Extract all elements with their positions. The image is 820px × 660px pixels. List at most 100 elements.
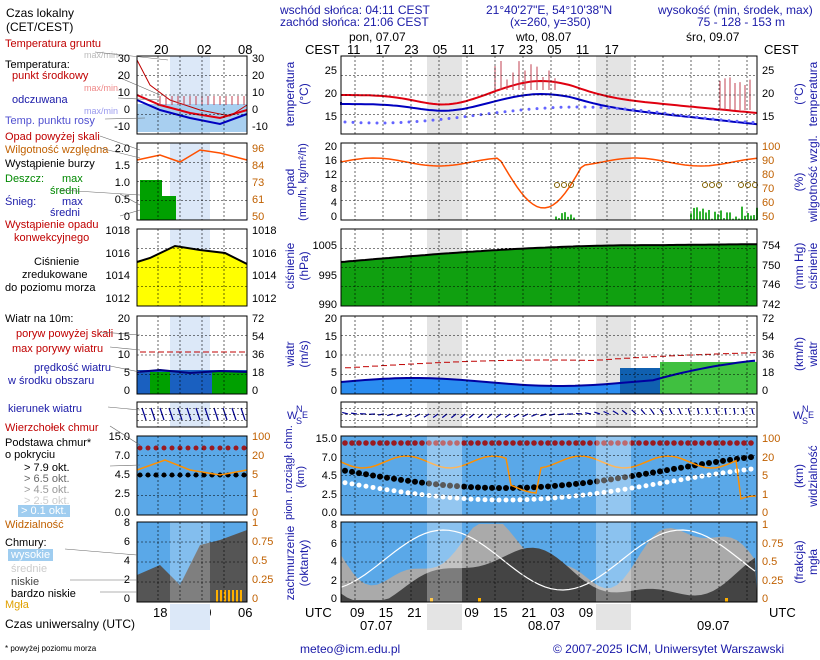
legend-connector <box>108 407 140 410</box>
cloud-axis-unit: (km) <box>295 434 307 520</box>
mini-cloud-base-dot <box>138 473 143 478</box>
mini-fog-tick: 0.75 <box>252 536 273 548</box>
precip-tick: 4 <box>307 197 337 209</box>
cloud-top-dot <box>636 440 642 446</box>
press-mm-axis-label-text: ciśnienie <box>806 226 820 306</box>
hum-tick: 50 <box>762 211 774 223</box>
precip-bar <box>720 210 722 220</box>
cloud-base-dot <box>657 468 663 474</box>
cloud-base-dot <box>671 466 677 472</box>
dew-point-dot <box>648 110 651 113</box>
mini-hum-tick: 73 <box>252 177 264 189</box>
cloud-base-dot <box>566 482 572 488</box>
cloud-axis-label-text: pion. rozciągł. chm. <box>283 434 295 520</box>
cloud-base-dot <box>412 479 418 485</box>
wind-kmh-axis-unit: (km/h) <box>792 314 806 394</box>
temp-tick-right: 20 <box>762 88 774 100</box>
cloud-base-dot <box>678 465 684 471</box>
cloud-base-dot <box>580 480 586 486</box>
cloud-top-dot <box>734 440 740 446</box>
cloud-base-dot <box>545 483 551 489</box>
fog-axis-label-text: mgła <box>806 522 820 602</box>
dew-point-dot <box>408 121 411 124</box>
mini-precip-tick: 0 <box>100 211 130 223</box>
temp-axis-right-unit: (°C) <box>792 54 806 134</box>
cloud-top-dot <box>573 440 579 446</box>
press-mm-tick: 754 <box>762 240 780 252</box>
mini-cloud-top-dot <box>226 446 231 451</box>
mini-cloud-tick: 4.5 <box>100 469 130 481</box>
cloud-base-dot-light <box>728 469 733 474</box>
dew-point-dot <box>552 106 555 109</box>
cloud-base-dot-light <box>399 489 404 494</box>
cloud-top-dot <box>391 440 397 446</box>
main-panels <box>341 56 757 602</box>
press-axis-unit: (hPa) <box>297 226 311 306</box>
cover-tick: 4 <box>307 556 337 568</box>
mini-wind-tick: 5 <box>100 367 130 379</box>
mini-precip-tick: 1.0 <box>100 177 130 189</box>
cloud-base-dot-light <box>700 474 705 479</box>
dir-right-E: E <box>808 410 814 420</box>
cloud-base-dot-light <box>749 467 754 472</box>
cloud-base-dot-light <box>672 478 677 483</box>
dew-point-dot <box>360 121 363 124</box>
dew-point-dot <box>712 118 715 121</box>
dew-point-dot <box>400 121 403 124</box>
cloud-base-dot-light <box>511 497 516 502</box>
cloud-base-dot <box>363 471 369 477</box>
precip-axis-unit: (mm/h, kg/m²/h) <box>297 142 309 222</box>
cloud-top-dot <box>741 440 747 446</box>
dew-point-dot <box>568 106 571 109</box>
cloud-top-dot <box>510 440 516 446</box>
dew-point-dot <box>536 107 539 110</box>
cloud-base-dot-light <box>357 483 362 488</box>
cloud-top-dot <box>748 440 754 446</box>
wind-tick: 15 <box>307 331 337 343</box>
cloud-base-dot <box>468 484 474 490</box>
dew-point-dot <box>520 109 523 112</box>
temp-tick: 25 <box>307 65 337 77</box>
cloud-base-dot-light <box>658 481 663 486</box>
cloud-base-dot <box>706 460 712 466</box>
temp-tick-right: 25 <box>762 65 774 77</box>
mini-cover-tick: 0 <box>100 593 130 605</box>
dew-point-dot <box>584 106 587 109</box>
cloud-base-dot <box>524 485 530 491</box>
press-tick: 995 <box>307 270 337 282</box>
fog-bar <box>725 598 728 602</box>
press-tick: 990 <box>307 299 337 311</box>
cover-tick: 0 <box>307 593 337 605</box>
mini-fog-tick: 0 <box>252 593 258 605</box>
cloud-base-dot-light <box>490 497 495 502</box>
mini-wind-kmh-tick: 54 <box>252 331 264 343</box>
mini-press-mm-tick: 1016 <box>252 248 276 260</box>
mini-temp-tick: 30 <box>100 53 130 65</box>
fog-tick: 0.75 <box>762 538 783 550</box>
cloud-base-dot <box>489 485 495 491</box>
cloud-top-dot <box>489 440 495 446</box>
cloud-base-dot <box>475 484 481 490</box>
precip-tick: 16 <box>307 155 337 167</box>
cloud-top-dot <box>461 440 467 446</box>
dir-left-S: S <box>296 416 302 426</box>
precip-bar <box>714 212 716 220</box>
mini-cloud-top-dot <box>218 446 223 451</box>
dew-point-dot <box>736 120 739 123</box>
mini-rain-area <box>140 180 162 220</box>
mini-cloud-base-dot <box>162 473 167 478</box>
mini-fog-tick: 0.5 <box>252 555 267 567</box>
mini-cloud-top-dot <box>194 446 199 451</box>
cloud-base-dot <box>538 484 544 490</box>
mini-temp-tick-right: 20 <box>252 70 264 82</box>
mini-temp-tick: 20 <box>100 70 130 82</box>
dew-point-dot <box>440 118 443 121</box>
dew-point-dot <box>368 121 371 124</box>
cloud-top-dot <box>538 440 544 446</box>
mini-temp-tick-right: 0 <box>252 104 258 116</box>
mini-cover-tick: 8 <box>100 517 130 529</box>
mini-night-band-bottom <box>170 604 210 630</box>
dew-point-dot <box>696 116 699 119</box>
cloud-base-dot <box>643 471 649 477</box>
vis-tick: 20 <box>762 452 774 464</box>
